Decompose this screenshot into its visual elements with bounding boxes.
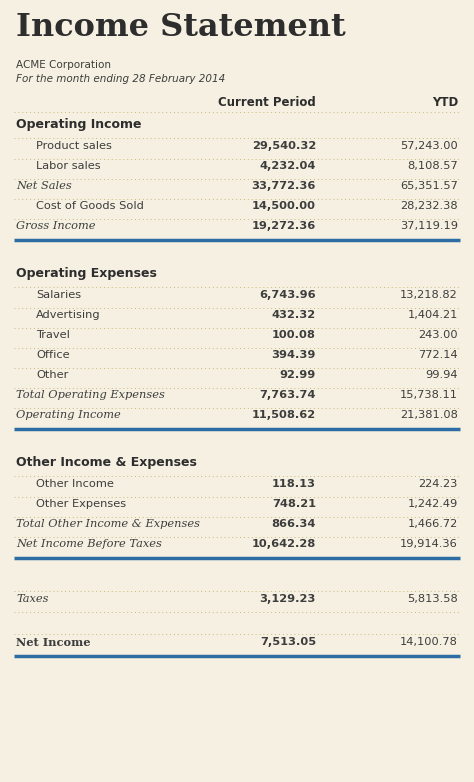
Text: 394.39: 394.39 bbox=[272, 350, 316, 360]
Text: 4,232.04: 4,232.04 bbox=[260, 161, 316, 171]
Text: 866.34: 866.34 bbox=[272, 519, 316, 529]
Text: 1,404.21: 1,404.21 bbox=[408, 310, 458, 320]
Text: 5,813.58: 5,813.58 bbox=[407, 594, 458, 604]
Text: Total Operating Expenses: Total Operating Expenses bbox=[16, 390, 165, 400]
Text: Salaries: Salaries bbox=[36, 290, 81, 300]
Text: For the month ending 28 February 2014: For the month ending 28 February 2014 bbox=[16, 74, 225, 84]
Text: Operating Income: Operating Income bbox=[16, 410, 121, 420]
Text: 11,508.62: 11,508.62 bbox=[252, 410, 316, 420]
Text: Other Income & Expenses: Other Income & Expenses bbox=[16, 456, 197, 469]
Text: 8,108.57: 8,108.57 bbox=[407, 161, 458, 171]
Text: 15,738.11: 15,738.11 bbox=[400, 390, 458, 400]
Text: Taxes: Taxes bbox=[16, 594, 48, 604]
Text: 748.21: 748.21 bbox=[272, 499, 316, 509]
Text: 224.23: 224.23 bbox=[419, 479, 458, 489]
Text: 100.08: 100.08 bbox=[272, 330, 316, 340]
Text: YTD: YTD bbox=[432, 96, 458, 109]
Text: Operating Expenses: Operating Expenses bbox=[16, 267, 157, 280]
Text: Travel: Travel bbox=[36, 330, 70, 340]
Text: Advertising: Advertising bbox=[36, 310, 100, 320]
Text: 21,381.08: 21,381.08 bbox=[400, 410, 458, 420]
Text: 14,500.00: 14,500.00 bbox=[252, 201, 316, 211]
Text: 772.14: 772.14 bbox=[419, 350, 458, 360]
Text: 243.00: 243.00 bbox=[419, 330, 458, 340]
Text: Current Period: Current Period bbox=[218, 96, 316, 109]
Text: 118.13: 118.13 bbox=[272, 479, 316, 489]
Text: 14,100.78: 14,100.78 bbox=[400, 637, 458, 647]
Text: Operating Income: Operating Income bbox=[16, 118, 142, 131]
Text: Other Income: Other Income bbox=[36, 479, 114, 489]
Text: ACME Corporation: ACME Corporation bbox=[16, 60, 111, 70]
Text: Other: Other bbox=[36, 370, 68, 380]
Text: 99.94: 99.94 bbox=[426, 370, 458, 380]
Text: 432.32: 432.32 bbox=[272, 310, 316, 320]
Text: 3,129.23: 3,129.23 bbox=[260, 594, 316, 604]
Text: Labor sales: Labor sales bbox=[36, 161, 100, 171]
Text: Office: Office bbox=[36, 350, 70, 360]
Text: Total Other Income & Expenses: Total Other Income & Expenses bbox=[16, 519, 200, 529]
Text: 7,513.05: 7,513.05 bbox=[260, 637, 316, 647]
Text: Net Income Before Taxes: Net Income Before Taxes bbox=[16, 539, 162, 549]
Text: Other Expenses: Other Expenses bbox=[36, 499, 126, 509]
Text: 7,763.74: 7,763.74 bbox=[260, 390, 316, 400]
Text: 65,351.57: 65,351.57 bbox=[400, 181, 458, 191]
Text: 37,119.19: 37,119.19 bbox=[400, 221, 458, 231]
Text: 28,232.38: 28,232.38 bbox=[401, 201, 458, 211]
Text: 1,242.49: 1,242.49 bbox=[408, 499, 458, 509]
Text: 57,243.00: 57,243.00 bbox=[400, 141, 458, 151]
Text: 92.99: 92.99 bbox=[280, 370, 316, 380]
Text: Cost of Goods Sold: Cost of Goods Sold bbox=[36, 201, 144, 211]
Text: Income Statement: Income Statement bbox=[16, 12, 346, 43]
Text: Gross Income: Gross Income bbox=[16, 221, 95, 231]
Text: 10,642.28: 10,642.28 bbox=[252, 539, 316, 549]
Text: 19,914.36: 19,914.36 bbox=[400, 539, 458, 549]
Text: 29,540.32: 29,540.32 bbox=[252, 141, 316, 151]
Text: 33,772.36: 33,772.36 bbox=[252, 181, 316, 191]
Text: 1,466.72: 1,466.72 bbox=[408, 519, 458, 529]
Text: Net Income: Net Income bbox=[16, 637, 91, 648]
Text: 19,272.36: 19,272.36 bbox=[252, 221, 316, 231]
Text: 6,743.96: 6,743.96 bbox=[259, 290, 316, 300]
Text: Net Sales: Net Sales bbox=[16, 181, 72, 191]
Text: 13,218.82: 13,218.82 bbox=[400, 290, 458, 300]
Text: Product sales: Product sales bbox=[36, 141, 112, 151]
